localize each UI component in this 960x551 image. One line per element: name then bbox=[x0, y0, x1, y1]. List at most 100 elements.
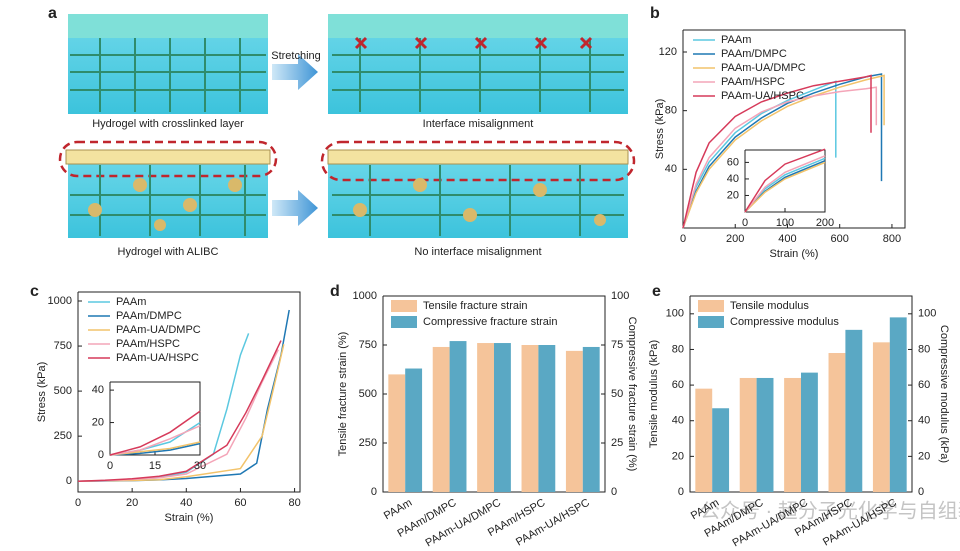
y-tick-label: 0 bbox=[98, 449, 104, 461]
caption: Interface misalignment bbox=[423, 118, 534, 130]
y-axis-title: Tensile modulus (kPa) bbox=[648, 340, 660, 448]
bar bbox=[828, 353, 846, 492]
caption: Hydrogel with ALIBC bbox=[118, 246, 219, 258]
y-tick-label: 0 bbox=[611, 486, 617, 498]
bar bbox=[477, 343, 494, 492]
caption: Hydrogel with crosslinked layer bbox=[92, 118, 244, 130]
axes bbox=[682, 29, 906, 229]
line bbox=[109, 425, 201, 456]
legend-label: PAAm/DMPC bbox=[116, 310, 182, 322]
legend-swatch bbox=[391, 316, 417, 328]
legend-label: PAAm/HSPC bbox=[721, 76, 785, 88]
caption: No interface misalignment bbox=[414, 246, 541, 258]
panel-label: a bbox=[48, 5, 57, 22]
y-tick-label: 80 bbox=[665, 105, 677, 117]
x-tick-label: 60 bbox=[234, 497, 246, 509]
line bbox=[682, 74, 885, 229]
bar bbox=[565, 350, 583, 492]
network bbox=[332, 38, 624, 112]
panel-label: d bbox=[330, 283, 340, 300]
crosslinked-layer bbox=[328, 14, 628, 38]
legend-label: PAAm-UA/DMPC bbox=[721, 62, 806, 74]
legend-swatch bbox=[698, 300, 724, 312]
arrow-label: Stretching bbox=[271, 50, 321, 62]
x-tick-label: 40 bbox=[180, 497, 192, 509]
x-tick-label: 600 bbox=[831, 233, 849, 245]
network bbox=[70, 38, 266, 112]
highlight bbox=[320, 140, 636, 182]
x-tick-label: 200 bbox=[816, 217, 834, 229]
arrow bbox=[272, 190, 318, 226]
line bbox=[109, 442, 201, 456]
legend-label: PAAm bbox=[116, 296, 146, 308]
y-tick-label: 500 bbox=[359, 388, 377, 400]
line bbox=[77, 340, 282, 482]
panel-label: c bbox=[30, 283, 39, 300]
line bbox=[109, 441, 201, 456]
y-tick-label: 0 bbox=[678, 486, 684, 498]
bar bbox=[521, 345, 539, 492]
watermark: 公众号 · 超分子光化学与自组装 bbox=[700, 499, 960, 522]
inset-axes bbox=[744, 149, 826, 213]
arrow bbox=[272, 54, 318, 90]
legend-label: Compressive fracture strain bbox=[423, 316, 558, 328]
bar bbox=[388, 374, 406, 492]
bar bbox=[494, 343, 511, 492]
y-tick-label: 750 bbox=[359, 339, 377, 351]
bar bbox=[889, 317, 907, 492]
line bbox=[744, 148, 826, 213]
x-tick-label: 0 bbox=[742, 217, 748, 229]
y-tick-label: 40 bbox=[672, 415, 684, 427]
alibc-layer bbox=[65, 149, 271, 165]
network bbox=[332, 165, 624, 236]
y-tick-label: 40 bbox=[665, 163, 677, 175]
line bbox=[109, 410, 201, 456]
y-tick-label: 20 bbox=[727, 189, 739, 201]
x-tick-label: 200 bbox=[726, 233, 744, 245]
network bbox=[70, 165, 266, 236]
legend-label: Compressive modulus bbox=[730, 316, 839, 328]
y-tick-label: 120 bbox=[659, 46, 677, 58]
x-tick-label: 20 bbox=[126, 497, 138, 509]
x-tick-label: 800 bbox=[883, 233, 901, 245]
bar bbox=[449, 341, 467, 492]
y2-axis-title: Compressive fracture strain (%) bbox=[626, 317, 638, 472]
bar bbox=[405, 368, 423, 492]
y-tick-label: 20 bbox=[918, 450, 930, 462]
y-tick-label: 80 bbox=[918, 343, 930, 355]
y-tick-label: 50 bbox=[611, 388, 623, 400]
x-tick-label: 0 bbox=[680, 233, 686, 245]
x-tick-label: 30 bbox=[194, 460, 206, 472]
y-tick-label: 60 bbox=[918, 379, 930, 391]
bar bbox=[712, 408, 730, 492]
x-axis-title: Strain (%) bbox=[165, 512, 214, 524]
bar bbox=[432, 346, 450, 492]
misalignment-marks bbox=[354, 36, 593, 50]
y-tick-label: 250 bbox=[359, 437, 377, 449]
x-tick-label: 15 bbox=[149, 460, 161, 472]
highlight bbox=[58, 140, 278, 178]
legend-label: PAAm bbox=[721, 34, 751, 46]
y-tick-label: 80 bbox=[672, 343, 684, 355]
y-tick-label: 20 bbox=[92, 416, 104, 428]
bar bbox=[801, 372, 818, 492]
line bbox=[744, 160, 826, 213]
axes bbox=[77, 291, 301, 493]
bar bbox=[845, 329, 863, 492]
y-tick-label: 250 bbox=[54, 430, 72, 442]
bar bbox=[582, 346, 600, 492]
x-tick-label: 0 bbox=[107, 460, 113, 472]
y-axis-title: Tensile fracture strain (%) bbox=[337, 332, 349, 457]
y-tick-label: 0 bbox=[66, 475, 72, 487]
x-tick-label: 0 bbox=[75, 497, 81, 509]
x-tick-label: 400 bbox=[778, 233, 796, 245]
y-tick-label: 100 bbox=[666, 308, 684, 320]
y-tick-label: 1000 bbox=[48, 295, 72, 307]
line bbox=[682, 74, 872, 229]
y-tick-label: 20 bbox=[672, 450, 684, 462]
bar bbox=[739, 377, 757, 492]
x-tick-label: PAAm-UA/HSPC bbox=[514, 497, 592, 549]
line bbox=[744, 155, 826, 213]
bar bbox=[695, 388, 713, 492]
